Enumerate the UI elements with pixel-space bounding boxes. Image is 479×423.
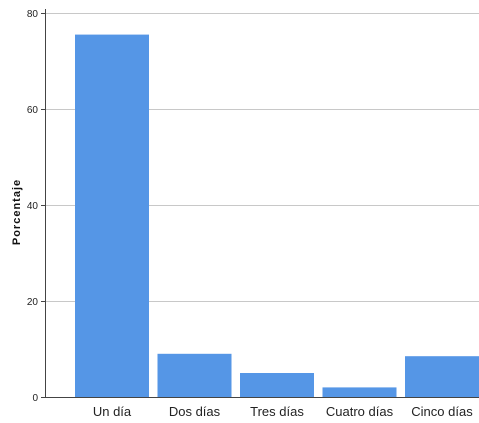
- y-tick-label-20: 20: [27, 297, 39, 308]
- x-tick-labels: Un día Dos días Tres días Cuatro días Cinco …: [93, 404, 473, 419]
- x-tick-label-1: Un día: [93, 404, 132, 419]
- y-tick-labels: 0 20 40 60 80: [27, 9, 39, 404]
- bar-1: [75, 34, 149, 397]
- bar-5: [405, 356, 479, 397]
- bar-2: [157, 353, 232, 397]
- x-tick-label-2: Dos días: [169, 404, 221, 419]
- y-tick-label-60: 60: [27, 105, 39, 116]
- x-tick-label-4: Cuatro días: [326, 404, 394, 419]
- bar-4: [322, 387, 397, 397]
- y-tick-label-0: 0: [32, 393, 38, 404]
- bars: [75, 34, 479, 397]
- axes: [41, 9, 479, 398]
- y-axis-title: Porcentaje: [11, 179, 23, 245]
- bar-3: [240, 373, 314, 397]
- y-tick-label-40: 40: [27, 201, 39, 212]
- y-tick-label-80: 80: [27, 9, 39, 20]
- x-tick-label-5: Cinco días: [411, 404, 473, 419]
- x-tick-label-3: Tres días: [250, 404, 304, 419]
